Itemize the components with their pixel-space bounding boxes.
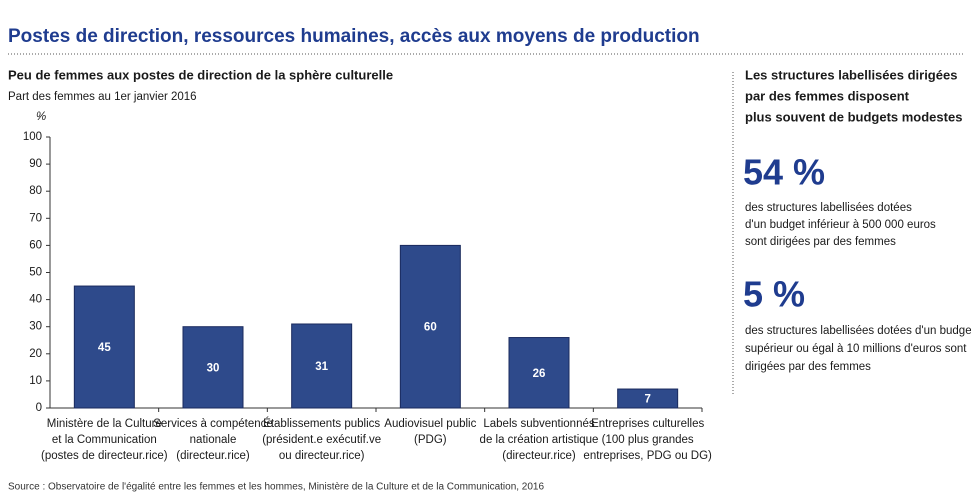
x-tick-label: Ministère de la Culture	[47, 418, 162, 430]
y-tick-label: 80	[29, 185, 42, 197]
y-unit: %	[36, 111, 46, 123]
x-tick-label: (100 plus grandes	[602, 434, 694, 446]
y-tick-label: 100	[23, 131, 42, 143]
y-tick-label: 30	[29, 321, 42, 333]
y-tick-label: 0	[36, 402, 42, 414]
y-tick-label: 40	[29, 294, 42, 306]
y-tick-label: 20	[29, 348, 42, 360]
value-label: 30	[207, 362, 220, 374]
page-title: Postes de direction, ressources humaines…	[8, 26, 700, 47]
y-tick-label: 60	[29, 239, 42, 251]
side-heading: Les structures labellisées dirigées	[745, 67, 957, 82]
x-tick-label: nationale	[190, 434, 237, 446]
stat-value: 54 %	[743, 152, 825, 193]
value-label: 26	[533, 368, 546, 380]
stat-value: 5 %	[743, 274, 805, 315]
x-tick-label: (président.e exécutif.ve	[262, 434, 381, 446]
x-tick-label: ou directeur.rice)	[279, 450, 365, 462]
x-tick-label: de la création artistique	[480, 434, 599, 446]
x-tick-label: (directeur.rice)	[502, 450, 576, 462]
stat-text: supérieur ou égal à 10 millions d'euros …	[745, 343, 967, 355]
x-tick-label: Établissements publics	[263, 417, 380, 430]
bar	[399, 244, 461, 409]
stat-text: sont dirigées par des femmes	[745, 236, 896, 248]
bar	[617, 388, 679, 409]
x-tick-label: Labels subventionnés	[483, 418, 594, 430]
y-tick-label: 10	[29, 375, 42, 387]
bar	[73, 285, 135, 409]
stat-text: dirigées par des femmes	[745, 361, 871, 373]
value-label: 7	[644, 394, 650, 406]
x-tick-label: Services à compétence	[153, 418, 273, 430]
x-tick-label: Audiovisuel public	[384, 418, 476, 430]
bar	[508, 337, 570, 409]
stat-text: d'un budget inférieur à 500 000 euros	[745, 219, 936, 231]
y-tick-label: 50	[29, 267, 42, 279]
x-tick-label: et la Communication	[52, 434, 157, 446]
x-tick-label: entreprises, PDG ou DG)	[583, 450, 712, 462]
x-tick-label: (directeur.rice)	[176, 450, 250, 462]
y-tick-label: 70	[29, 212, 42, 224]
value-label: 60	[424, 322, 437, 334]
chart-subtitle: Part des femmes au 1er janvier 2016	[8, 91, 197, 103]
bar	[182, 326, 244, 409]
y-tick-label: 90	[29, 158, 42, 170]
stat-text: des structures labellisées dotées d'un b…	[745, 325, 971, 337]
side-heading: par des femmes disposent	[745, 88, 910, 103]
stat-text: des structures labellisées dotées	[745, 202, 912, 214]
x-tick-label: (PDG)	[414, 434, 447, 446]
chart-title: Peu de femmes aux postes de direction de…	[8, 67, 393, 82]
value-label: 31	[315, 361, 328, 373]
source: Source : Observatoire de l'égalité entre…	[8, 482, 544, 493]
x-tick-label: (postes de directeur.rice)	[41, 450, 168, 462]
bar	[291, 323, 353, 409]
value-label: 45	[98, 342, 111, 354]
x-tick-label: Entreprises culturelles	[591, 418, 704, 430]
side-heading: plus souvent de budgets modestes	[745, 109, 962, 124]
